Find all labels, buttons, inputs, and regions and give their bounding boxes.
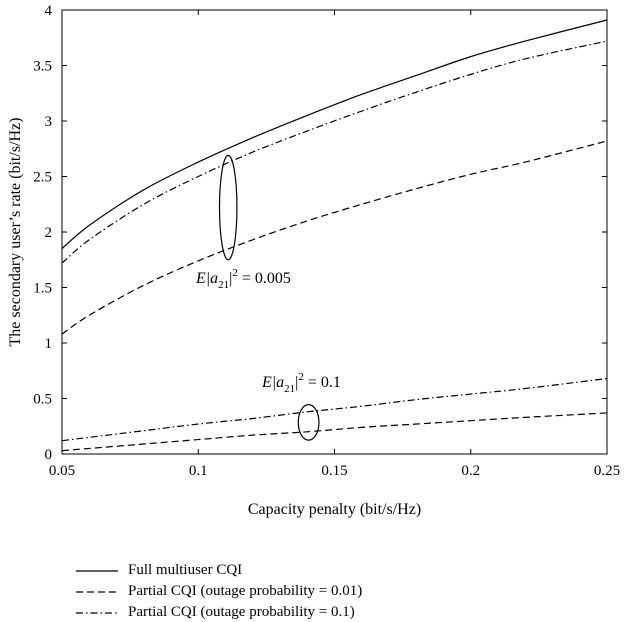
y-tick-label: 4	[45, 3, 53, 19]
x-tick-label: 0.15	[321, 463, 347, 479]
y-tick-label: 2.5	[33, 170, 52, 186]
plot-annotations: E|a21|2 = 0.005 E|a21|2 = 0.1	[195, 154, 341, 441]
legend-swatch-dashed	[76, 591, 118, 593]
annotation-label: E|a21|2 = 0.1	[261, 371, 341, 395]
series-line-dashed-0-1	[61, 412, 608, 452]
line-chart: 0.05 0.1 0.15 0.2 0.25 0 0.5 1 1.5 2 2.5 3 3.5 4 E|a2…	[7, 3, 620, 518]
series-line-dashed-0-005	[61, 140, 608, 335]
plot-series	[61, 19, 608, 452]
y-tick-label: 2	[45, 225, 53, 241]
plot-axes: 0.05 0.1 0.15 0.2 0.25 0 0.5 1 1.5 2 2.5 3 3.5 4	[33, 3, 620, 479]
legend-swatch-solid	[76, 570, 118, 572]
legend-label: Full multiuser CQI	[128, 562, 243, 578]
legend-label: Partial CQI (outage probability = 0.01)	[128, 583, 363, 599]
series-line-solid-0-005	[61, 19, 608, 250]
y-tick-label: 0	[45, 447, 53, 463]
y-tick-label: 0.5	[33, 392, 52, 408]
annotation-ellipse	[218, 154, 238, 261]
legend-label: Partial CQI (outage probability = 0.1)	[128, 604, 355, 620]
y-tick-label: 3.5	[33, 59, 52, 75]
y-axis-label: The secondary user’s rate (bit/s/Hz)	[7, 118, 24, 347]
series-line-dashdot-0-005	[61, 40, 608, 264]
x-tick-label: 0.05	[49, 463, 75, 479]
y-tick-label: 3	[45, 114, 53, 130]
annotation-label: E|a21|2 = 0.005	[195, 267, 291, 291]
series-line-dashdot-0-1	[61, 377, 608, 442]
x-tick-label: 0.2	[461, 463, 480, 479]
y-tick-label: 1.5	[33, 281, 52, 297]
legend-swatch-dashdot	[76, 612, 118, 614]
x-axis-label: Capacity penalty (bit/s/Hz)	[248, 501, 421, 518]
annotation-ellipse	[297, 404, 320, 441]
y-tick-label: 1	[45, 336, 53, 352]
x-tick-label: 0.1	[189, 463, 208, 479]
x-tick-label: 0.25	[594, 463, 620, 479]
